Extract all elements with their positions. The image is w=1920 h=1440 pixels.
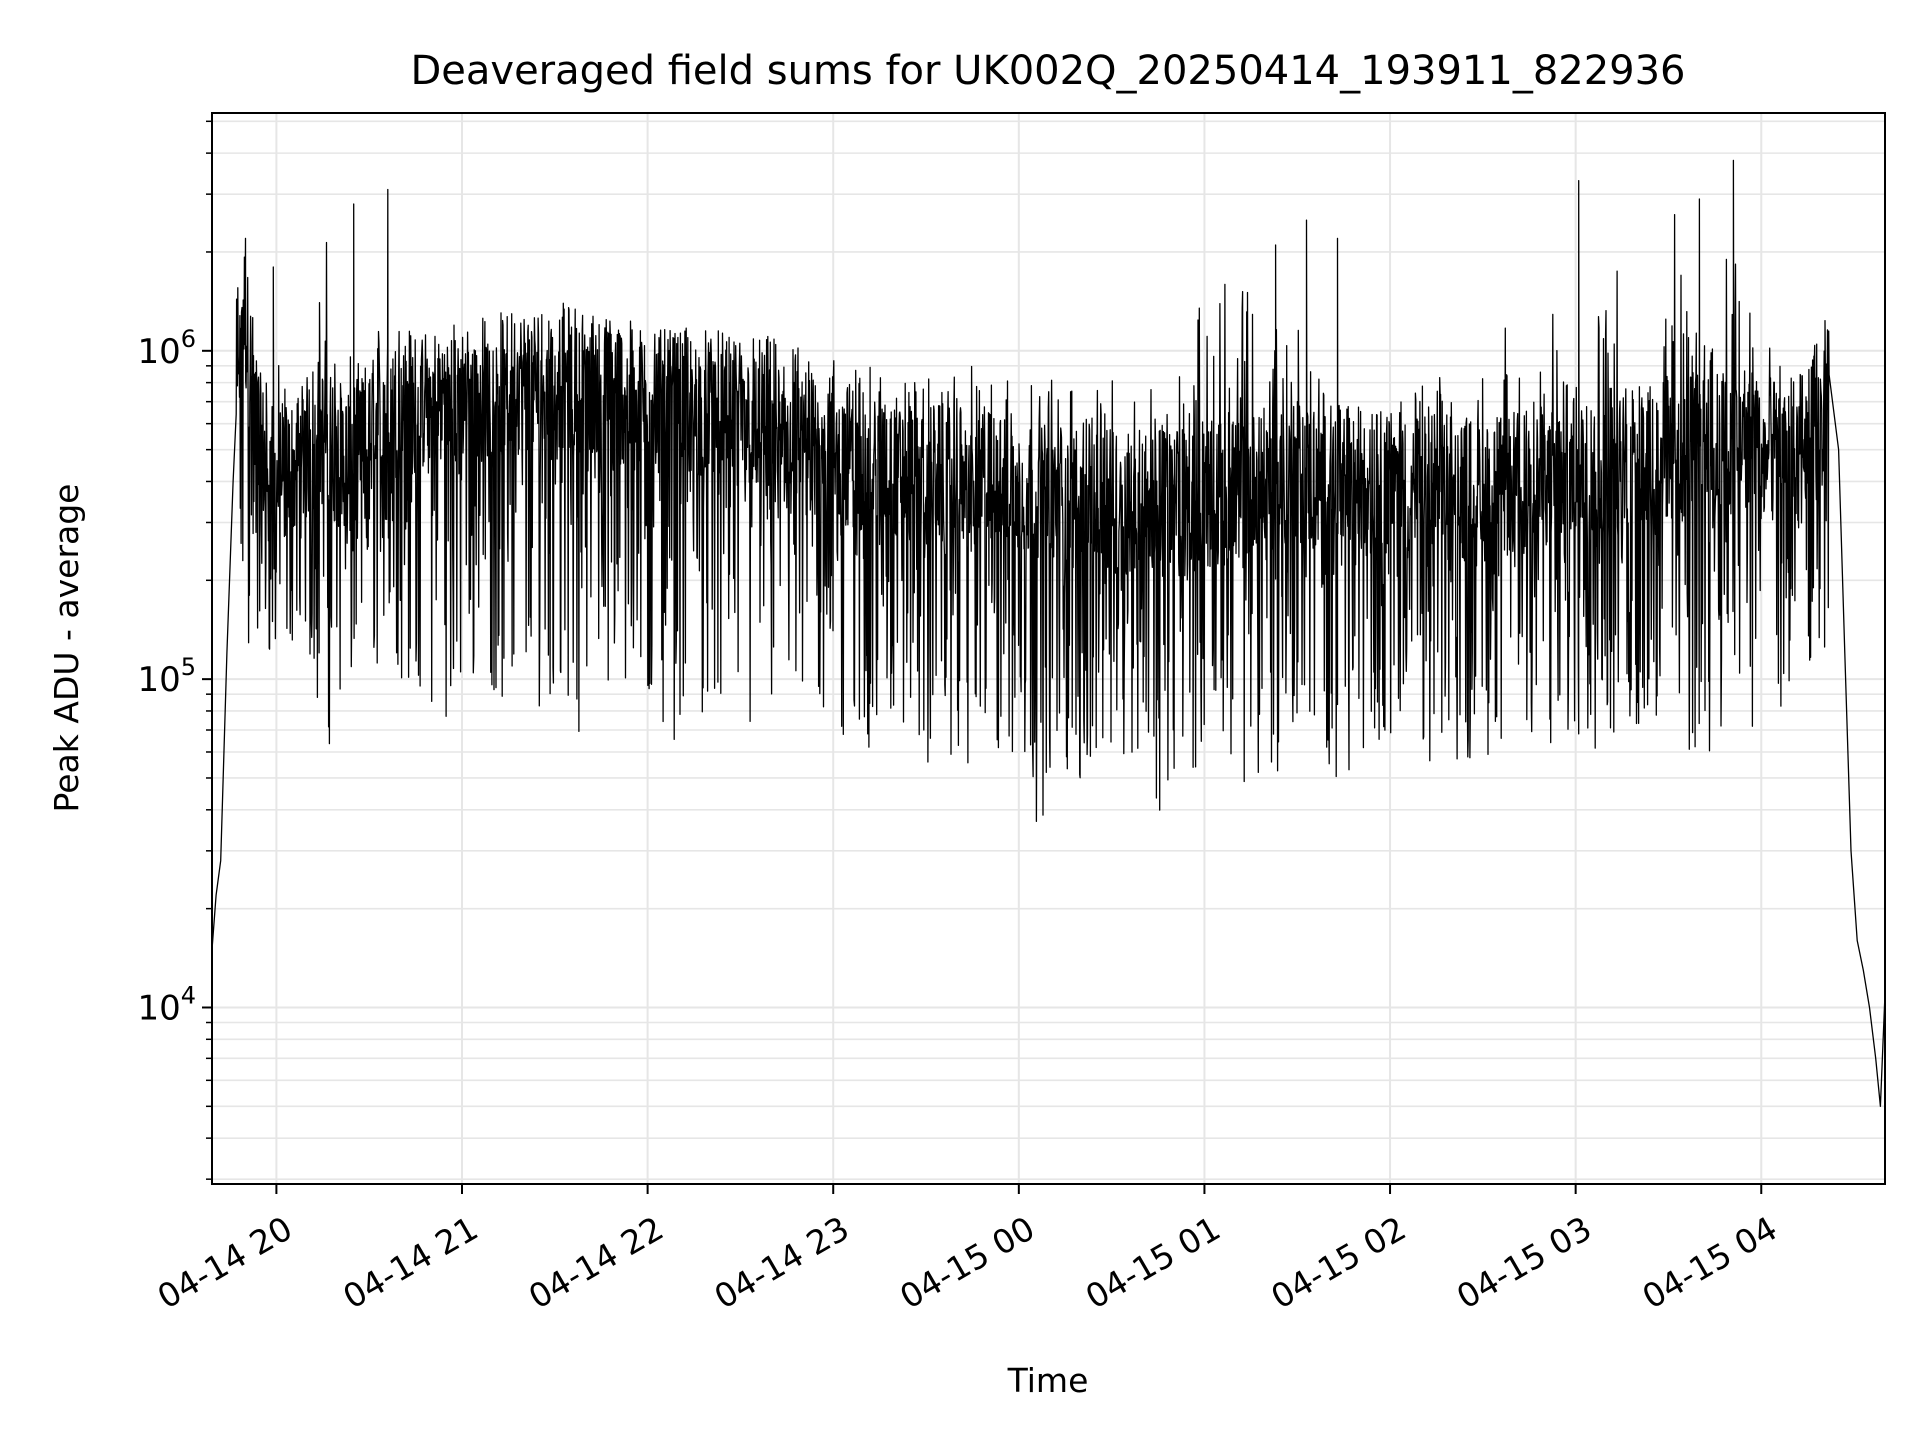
y-tick-label: 105 xyxy=(137,653,196,700)
y-axis: 104 105 106 xyxy=(137,120,212,1180)
y-tick-label: 106 xyxy=(137,325,196,372)
plot-frame xyxy=(211,112,1886,1185)
data-series xyxy=(212,159,1885,1107)
series-line xyxy=(212,159,1885,1107)
chart-title: Deaveraged field sums for UK002Q_2025041… xyxy=(410,48,1685,94)
y-tick-label: 104 xyxy=(137,981,196,1028)
x-axis-label: Time xyxy=(1007,1361,1089,1400)
y-axis-label: Peak ADU - average xyxy=(47,484,86,813)
